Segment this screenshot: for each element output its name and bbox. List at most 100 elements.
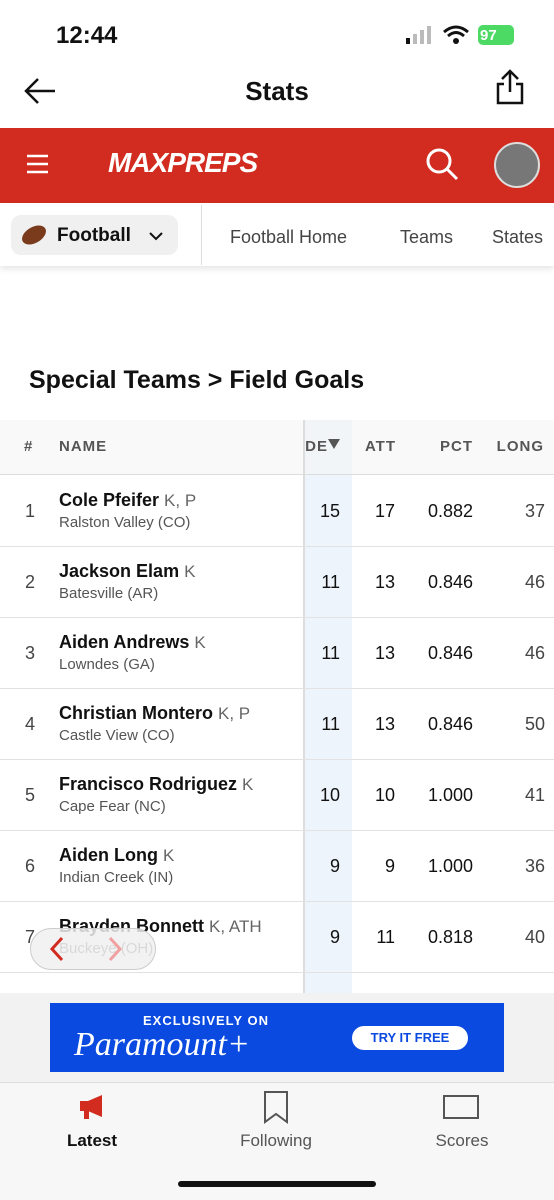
sorted-column-bg xyxy=(305,420,352,993)
table-row[interactable]: 4 Christian Montero K, P Castle View (CO) 11… xyxy=(0,689,554,760)
column-header: LONG xyxy=(496,438,544,455)
att: 17 xyxy=(374,501,395,521)
share-button[interactable] xyxy=(494,68,526,106)
long: 40 xyxy=(524,927,545,947)
player-position: K xyxy=(162,846,175,865)
column-header: PCT xyxy=(440,438,473,455)
player-school: Castle View (CO) xyxy=(59,727,175,744)
bottom-tab[interactable]: Following xyxy=(240,1131,312,1150)
player-name: Cole Pfeifer xyxy=(59,490,160,510)
status-time: 12:44 xyxy=(56,22,118,49)
pct: 0.882 xyxy=(427,501,473,521)
tab-divider xyxy=(201,205,202,265)
player-name: Aiden Long xyxy=(59,845,158,865)
att: 11 xyxy=(376,927,395,947)
column-header: ATT xyxy=(364,438,396,455)
rank: 2 xyxy=(25,572,36,592)
long: 41 xyxy=(524,785,545,805)
tab[interactable]: States xyxy=(492,227,544,247)
frozen-divider xyxy=(303,420,305,993)
rank: 5 xyxy=(25,785,36,805)
long: 46 xyxy=(524,643,545,663)
tab[interactable]: Football Home xyxy=(230,227,348,247)
made: 9 xyxy=(329,856,340,876)
rank: 1 xyxy=(25,501,36,521)
history-pill[interactable] xyxy=(30,928,156,970)
made: 9 xyxy=(329,927,340,947)
player-school: Lowndes (GA) xyxy=(59,656,155,673)
player-school: Batesville (AR) xyxy=(59,585,159,602)
football-icon xyxy=(22,225,46,245)
player: Aiden Long K Indian Creek (IN) xyxy=(59,845,299,886)
player-position: K xyxy=(184,562,196,581)
column-header: DE xyxy=(305,438,328,455)
tab[interactable]: Teams xyxy=(400,227,454,247)
made: 11 xyxy=(321,572,340,592)
player: Christian Montero K, P Castle View (CO) xyxy=(59,703,299,744)
table-row[interactable]: 5 Francisco Rodriguez K Cape Fear (NC) 10 10 1… xyxy=(0,760,554,831)
table-row[interactable]: 2 Jackson Elam K Batesville (AR) 11 13 0.846 46 xyxy=(0,547,554,618)
pct: 0.846 xyxy=(427,643,473,663)
column-header: # xyxy=(24,438,34,455)
long: 36 xyxy=(524,856,545,876)
made: 11 xyxy=(321,643,340,663)
player-position: K xyxy=(194,633,206,652)
rank: 6 xyxy=(25,856,36,876)
back-button[interactable] xyxy=(22,76,58,106)
att: 10 xyxy=(374,785,395,805)
player-position: K, P xyxy=(218,704,251,723)
history-arrows[interactable] xyxy=(44,934,144,964)
rank: 7 xyxy=(25,927,36,947)
menu-button[interactable] xyxy=(26,154,50,174)
following-icon xyxy=(264,1091,288,1124)
rank: 4 xyxy=(25,714,36,734)
player-school: Cape Fear (NC) xyxy=(59,798,166,815)
ad-cta[interactable]: TRY IT FREE xyxy=(352,1026,468,1050)
rank: 3 xyxy=(25,643,36,663)
scores-icon xyxy=(443,1095,479,1119)
search-button[interactable] xyxy=(424,146,460,182)
brand-header xyxy=(0,128,554,203)
player-school: Ralston Valley (CO) xyxy=(59,514,191,531)
long: 37 xyxy=(524,501,545,521)
made: 11 xyxy=(321,714,340,734)
made: 15 xyxy=(319,501,340,521)
table-row[interactable]: 1 Cole Pfeifer K, P Ralston Valley (CO) 15 17… xyxy=(0,476,554,547)
pct: 0.846 xyxy=(427,572,473,592)
nav-title: Stats xyxy=(245,76,309,106)
brand-logo: MAXPREPS xyxy=(108,147,258,178)
avatar[interactable] xyxy=(494,142,540,188)
dropdown-icon xyxy=(149,232,163,241)
player: Aiden Andrews K Lowndes (GA) xyxy=(59,632,299,673)
pct: 0.846 xyxy=(427,714,473,734)
player-position: K xyxy=(242,775,254,794)
player-position: K, P xyxy=(164,491,197,510)
player-name: Christian Montero xyxy=(59,703,214,723)
table-row[interactable]: 3 Aiden Andrews K Lowndes (GA) 11 13 0.846 46 xyxy=(0,618,554,689)
long: 46 xyxy=(524,572,545,592)
table-row[interactable]: 6 Aiden Long K Indian Creek (IN) 9 9 1.000 36 xyxy=(0,831,554,902)
bottom-tab[interactable]: Scores xyxy=(435,1131,489,1150)
made: 10 xyxy=(319,785,340,805)
player-position: K, ATH xyxy=(209,917,262,936)
pct: 1.000 xyxy=(427,856,473,876)
table: # NAME DE ATT PCT LONG 1 Cole Pfeifer K, P Ralsto… xyxy=(0,420,554,993)
section-title: Special Teams > Field Goals xyxy=(29,366,365,394)
bottom-tab[interactable]: Latest xyxy=(66,1131,118,1150)
att: 9 xyxy=(384,856,395,876)
player: Jackson Elam K Batesville (AR) xyxy=(59,561,299,602)
table-header xyxy=(0,420,554,475)
player: Cole Pfeifer K, P Ralston Valley (CO) xyxy=(59,490,299,531)
home-indicator xyxy=(178,1181,376,1187)
battery-label: 97 xyxy=(480,27,497,44)
att: 13 xyxy=(374,714,395,734)
player-school: Indian Creek (IN) xyxy=(59,869,174,886)
sport-label: Football xyxy=(57,225,131,246)
player-name: Aiden Andrews xyxy=(59,632,190,652)
pct: 0.818 xyxy=(427,927,473,947)
status-icons xyxy=(406,25,514,45)
column-header: NAME xyxy=(59,438,108,455)
player: Francisco Rodriguez K Cape Fear (NC) xyxy=(59,774,299,815)
ad-kicker: EXCLUSIVELY ON xyxy=(143,1013,269,1028)
